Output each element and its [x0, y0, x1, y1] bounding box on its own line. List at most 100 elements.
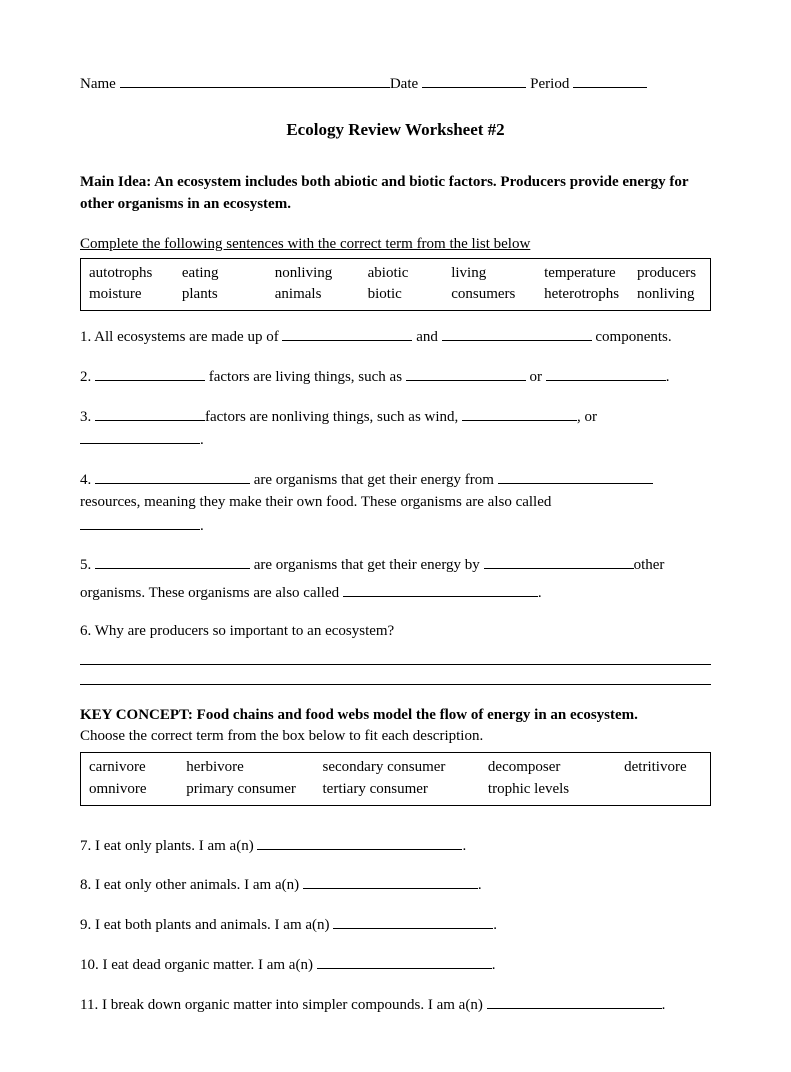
- q-text: are organisms that get their energy by: [250, 557, 484, 573]
- q-text: other: [634, 557, 665, 573]
- answer-blank[interactable]: [442, 325, 592, 341]
- question-1: 1. All ecosystems are made up of and com…: [80, 325, 711, 349]
- q-text: and: [412, 329, 441, 345]
- name-blank[interactable]: [120, 72, 390, 88]
- answer-blank[interactable]: [95, 468, 250, 484]
- term: herbivore: [186, 757, 322, 779]
- answer-blank[interactable]: [95, 365, 205, 381]
- question-3: 3. factors are nonliving things, such as…: [80, 405, 711, 453]
- term-box-2: carnivore herbivore secondary consumer d…: [80, 752, 711, 806]
- term: abiotic: [368, 263, 452, 285]
- term: consumers: [451, 284, 544, 306]
- term: autotrophs: [89, 263, 182, 285]
- term: detritivore: [624, 757, 702, 779]
- term: nonliving: [275, 263, 368, 285]
- answer-blank[interactable]: [95, 405, 205, 421]
- q-text: .: [493, 917, 497, 933]
- q-text: 11. I break down organic matter into sim…: [80, 997, 487, 1013]
- term: plants: [182, 284, 275, 306]
- answer-blank[interactable]: [80, 428, 200, 444]
- question-6: 6. Why are producers so important to an …: [80, 621, 711, 643]
- q-text: organisms. These organisms are also call…: [80, 585, 343, 601]
- question-7: 7. I eat only plants. I am a(n) .: [80, 834, 711, 858]
- key-concept-section: KEY CONCEPT: Food chains and food webs m…: [80, 705, 711, 749]
- answer-blank[interactable]: [343, 581, 538, 597]
- term-box-1: autotrophs eating nonliving abiotic livi…: [80, 258, 711, 312]
- q-text: 2.: [80, 369, 95, 385]
- worksheet-page: Name Date Period Ecology Review Workshee…: [0, 0, 791, 1072]
- q-text: .: [200, 518, 204, 534]
- q-text: 3.: [80, 409, 95, 425]
- term: carnivore: [89, 757, 186, 779]
- q-text: .: [478, 877, 482, 893]
- term: moisture: [89, 284, 182, 306]
- answer-blank[interactable]: [282, 325, 412, 341]
- answer-blank[interactable]: [257, 834, 462, 850]
- period-blank[interactable]: [573, 72, 647, 88]
- term: tertiary consumer: [323, 779, 488, 801]
- term: temperature: [544, 263, 637, 285]
- question-5-cont: organisms. These organisms are also call…: [80, 581, 711, 605]
- term: animals: [275, 284, 368, 306]
- question-4: 4. are organisms that get their energy f…: [80, 468, 711, 537]
- name-label: Name: [80, 74, 116, 96]
- q-text: components.: [592, 329, 672, 345]
- term: omnivore: [89, 779, 186, 801]
- answer-blank[interactable]: [406, 365, 526, 381]
- q-text: 4.: [80, 472, 95, 488]
- answer-blank[interactable]: [333, 913, 493, 929]
- q-text: are organisms that get their energy from: [250, 472, 498, 488]
- answer-blank[interactable]: [462, 405, 577, 421]
- q-text: .: [666, 369, 670, 385]
- q-text: 5.: [80, 557, 95, 573]
- answer-blank[interactable]: [80, 514, 200, 530]
- term: heterotrophs: [544, 284, 637, 306]
- term: eating: [182, 263, 275, 285]
- header-line: Name Date Period: [80, 72, 711, 96]
- answer-blank[interactable]: [95, 553, 250, 569]
- answer-blank[interactable]: [303, 873, 478, 889]
- worksheet-title: Ecology Review Worksheet #2: [80, 118, 711, 143]
- question-10: 10. I eat dead organic matter. I am a(n)…: [80, 953, 711, 977]
- q-text: factors are living things, such as: [205, 369, 406, 385]
- term: producers: [637, 263, 702, 285]
- term: secondary consumer: [323, 757, 488, 779]
- question-11: 11. I break down organic matter into sim…: [80, 993, 711, 1017]
- answer-line[interactable]: [80, 649, 711, 665]
- period-label: Period: [530, 74, 569, 96]
- answer-blank[interactable]: [317, 953, 492, 969]
- q-text: , or: [577, 409, 597, 425]
- term: [624, 779, 702, 801]
- q-text: resources, meaning they make their own f…: [80, 494, 551, 510]
- question-9: 9. I eat both plants and animals. I am a…: [80, 913, 711, 937]
- answer-blank[interactable]: [484, 553, 634, 569]
- term-row: autotrophs eating nonliving abiotic livi…: [89, 263, 702, 285]
- answer-blank[interactable]: [498, 468, 653, 484]
- term: primary consumer: [186, 779, 322, 801]
- q-text: 8. I eat only other animals. I am a(n): [80, 877, 303, 893]
- term: nonliving: [637, 284, 702, 306]
- date-blank[interactable]: [422, 72, 526, 88]
- q-text: .: [662, 997, 666, 1013]
- q-text: .: [462, 838, 466, 854]
- q-text: .: [492, 957, 496, 973]
- question-2: 2. factors are living things, such as or…: [80, 365, 711, 389]
- q-text: .: [200, 432, 204, 448]
- answer-blank[interactable]: [546, 365, 666, 381]
- instruction-2: Choose the correct term from the box bel…: [80, 728, 483, 744]
- instruction-1: Complete the following sentences with th…: [80, 234, 711, 256]
- q-text: or: [526, 369, 546, 385]
- q-text: 7. I eat only plants. I am a(n): [80, 838, 257, 854]
- q-text: 9. I eat both plants and animals. I am a…: [80, 917, 333, 933]
- q-text: .: [538, 585, 542, 601]
- term-row: omnivore primary consumer tertiary consu…: [89, 779, 702, 801]
- answer-line[interactable]: [80, 669, 711, 685]
- key-concept: KEY CONCEPT: Food chains and food webs m…: [80, 707, 638, 723]
- question-5: 5. are organisms that get their energy b…: [80, 553, 711, 577]
- q-text: 1. All ecosystems are made up of: [80, 329, 282, 345]
- main-idea: Main Idea: An ecosystem includes both ab…: [80, 172, 711, 216]
- date-label: Date: [390, 74, 418, 96]
- answer-blank[interactable]: [487, 993, 662, 1009]
- question-8: 8. I eat only other animals. I am a(n) .: [80, 873, 711, 897]
- term: biotic: [368, 284, 452, 306]
